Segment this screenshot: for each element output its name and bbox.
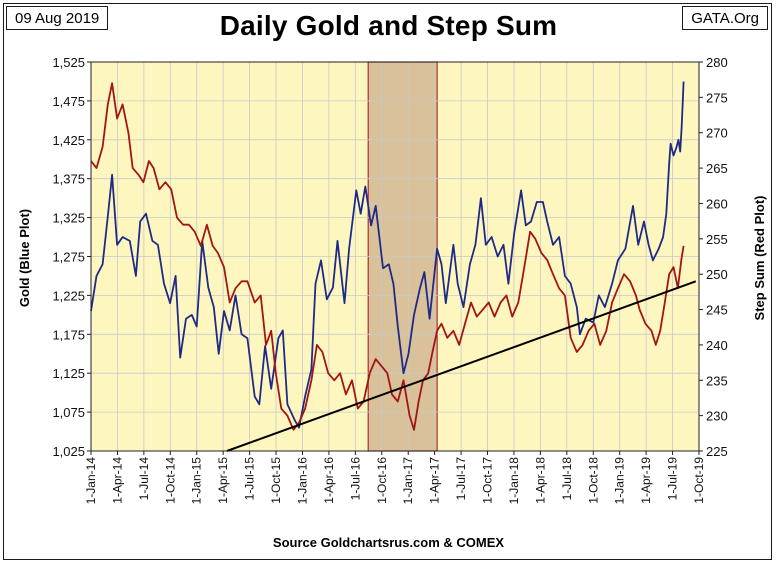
y-tick-left-label: 1,125 <box>52 366 85 381</box>
x-tick-label: 1-Apr-19 <box>639 457 653 504</box>
y-tick-right-label: 235 <box>706 373 728 388</box>
y-tick-right-label: 260 <box>706 196 728 211</box>
y-tick-left-label: 1,525 <box>52 55 85 70</box>
y-tick-left-label: 1,325 <box>52 211 85 226</box>
y-tick-right-label: 280 <box>706 55 728 70</box>
series-line-gold <box>90 81 685 429</box>
y-axis-label-left: Gold (Blue Plot) <box>17 209 32 307</box>
source-note: Source Goldchartsrus.com & COMEX <box>272 535 505 550</box>
x-tick-label: 1-Jul-16 <box>348 457 362 501</box>
series-line-trend <box>226 280 697 452</box>
y-tick-right-label: 270 <box>706 126 728 141</box>
date-label: 09 Aug 2019 <box>6 6 109 30</box>
chart-title: Daily Gold and Step Sum <box>219 10 558 41</box>
y-tick-right-label: 240 <box>706 338 728 353</box>
y-tick-left-label: 1,425 <box>52 133 85 148</box>
x-tick-label: 1-Oct-15 <box>269 457 283 504</box>
x-tick-label: 1-Oct-17 <box>481 457 495 504</box>
x-tick-label: 1-Oct-18 <box>586 457 600 504</box>
x-tick-label: 1-Jan-18 <box>507 457 521 505</box>
x-tick-label: 1-Apr-16 <box>322 457 336 504</box>
x-tick-label: 1-Jan-17 <box>401 457 415 505</box>
x-tick-label: 1-Jan-14 <box>84 457 98 505</box>
outer-frame <box>3 3 772 560</box>
series-lines <box>90 81 697 452</box>
right-tick-labels: 225 230 235 240 245 250 255 260 265 270 275 280 <box>699 55 728 459</box>
y-tick-left-label: 1,075 <box>52 405 85 420</box>
y-tick-right-label: 275 <box>706 90 728 105</box>
y-tick-right-label: 265 <box>706 161 728 176</box>
y-tick-left-label: 1,025 <box>52 444 85 459</box>
x-tick-label: 1-Jul-15 <box>243 457 257 501</box>
y-tick-right-label: 250 <box>706 267 728 282</box>
source-org-label: GATA.Org <box>682 6 768 30</box>
x-tick-label: 1-Jul-19 <box>666 457 680 501</box>
x-tick-label: 1-Apr-14 <box>110 457 124 504</box>
x-tick-label: 1-Oct-14 <box>163 457 177 504</box>
x-tick-label: 1-Oct-19 <box>692 457 706 504</box>
x-tick-label: 1-Apr-15 <box>216 457 230 504</box>
y-tick-left-label: 1,175 <box>52 327 85 342</box>
x-tick-label: 1-Apr-17 <box>428 457 442 504</box>
x-tick-label: 1-Jan-15 <box>190 457 204 505</box>
series-line-step-sum <box>90 82 685 431</box>
x-tick-label: 1-Jan-19 <box>613 457 627 505</box>
y-tick-right-label: 230 <box>706 409 728 424</box>
y-tick-left-label: 1,275 <box>52 250 85 265</box>
x-tick-label: 1-Jul-14 <box>137 457 151 501</box>
y-tick-right-label: 245 <box>706 303 728 318</box>
x-tick-label: 1-Oct-16 <box>375 457 389 504</box>
y-tick-left-label: 1,475 <box>52 94 85 109</box>
y-axis-label-right: Step Sum (Red Plot) <box>752 196 767 321</box>
x-tick-label: 1-Jul-18 <box>560 457 574 501</box>
left-tick-labels: 1,025 1,075 1,125 1,175 1,225 1,275 1,325 1,375… <box>52 55 91 459</box>
y-tick-left-label: 1,225 <box>52 288 85 303</box>
y-tick-right-label: 225 <box>706 444 728 459</box>
x-tick-label: 1-Apr-18 <box>533 457 547 504</box>
x-tick-label: 1-Jan-16 <box>295 457 309 505</box>
x-tick-label: 1-Jul-17 <box>454 457 468 501</box>
y-tick-left-label: 1,375 <box>52 172 85 187</box>
x-tick-labels: 1-Jan-14 1-Apr-14 1-Jul-14 1-Oct-14 1-Jan-15… <box>84 451 706 504</box>
y-tick-right-label: 255 <box>706 232 728 247</box>
